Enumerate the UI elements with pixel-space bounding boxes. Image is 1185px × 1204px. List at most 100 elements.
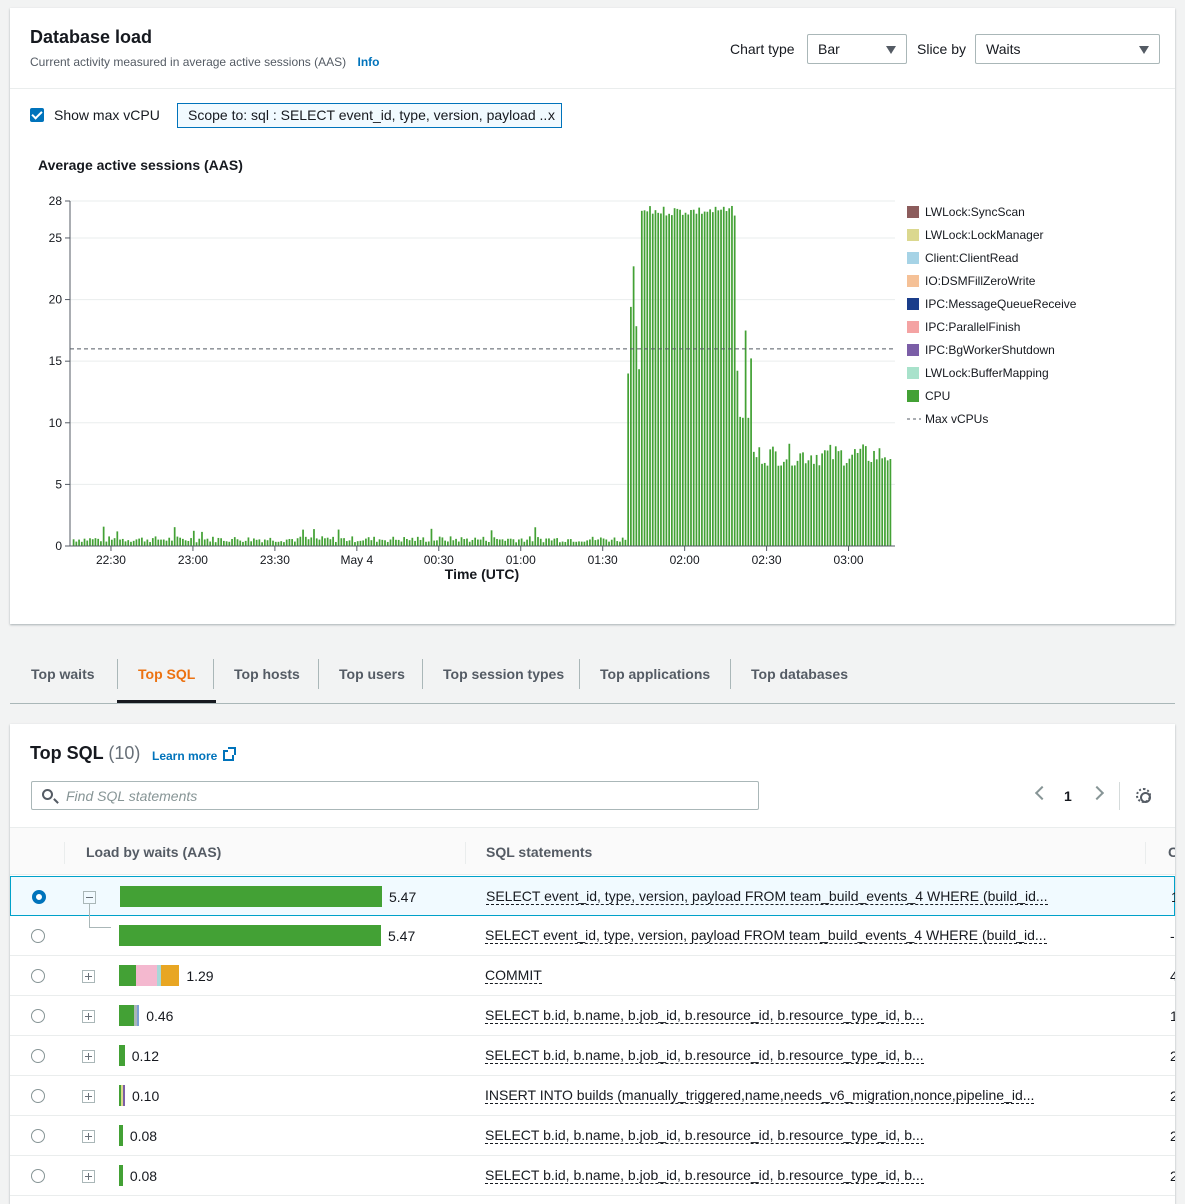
sql-statement-link[interactable]: SELECT b.id, b.name, b.job_id, b.resourc… bbox=[485, 1007, 924, 1024]
col-sql-header[interactable]: SQL statements bbox=[486, 844, 593, 860]
sql-statement-link[interactable]: SELECT b.id, b.name, b.job_id, b.resourc… bbox=[485, 1167, 924, 1184]
show-max-vcpu-checkbox[interactable] bbox=[30, 108, 44, 122]
sql-search-input[interactable] bbox=[64, 786, 744, 805]
cpu-bar bbox=[457, 541, 460, 546]
cpu-bar bbox=[392, 536, 395, 546]
tab-top-hosts[interactable]: Top hosts bbox=[234, 666, 300, 682]
sql-statement-link[interactable]: INSERT INTO builds (manually_triggered,n… bbox=[485, 1087, 1035, 1104]
table-header: Load by waits (AAS) SQL statements C bbox=[10, 827, 1175, 875]
sql-statement-link[interactable]: SELECT b.id, b.name, b.job_id, b.resourc… bbox=[485, 1127, 924, 1144]
collapse-icon[interactable] bbox=[83, 891, 96, 904]
row-radio[interactable] bbox=[31, 1169, 45, 1183]
cpu-bar bbox=[657, 212, 660, 546]
page-number[interactable]: 1 bbox=[1064, 788, 1072, 804]
info-link[interactable]: Info bbox=[357, 55, 380, 69]
expand-icon[interactable] bbox=[82, 1170, 95, 1183]
column-divider bbox=[465, 842, 466, 864]
legend-swatch bbox=[907, 367, 919, 379]
cpu-bar bbox=[599, 537, 602, 546]
subtitle-text: Current activity measured in average act… bbox=[30, 55, 347, 69]
cpu-bar bbox=[687, 214, 690, 547]
cpu-bar bbox=[143, 541, 146, 546]
expand-icon[interactable] bbox=[82, 1050, 95, 1063]
cpu-bar bbox=[100, 541, 102, 546]
tab-top-waits[interactable]: Top waits bbox=[31, 666, 95, 682]
cpu-bar bbox=[83, 538, 86, 546]
row-radio[interactable] bbox=[31, 929, 45, 943]
tab-top-sql[interactable]: Top SQL bbox=[117, 652, 217, 703]
chevron-right-icon[interactable] bbox=[1089, 785, 1105, 801]
expand-icon[interactable] bbox=[82, 1130, 95, 1143]
cpu-bar bbox=[848, 458, 851, 546]
row-radio[interactable] bbox=[31, 1089, 45, 1103]
load-bar-segment bbox=[119, 965, 137, 986]
x-tick-label: 00:30 bbox=[424, 553, 454, 567]
row-radio[interactable] bbox=[31, 1009, 45, 1023]
sql-statement-link[interactable]: SELECT event_id, type, version, payload … bbox=[486, 888, 1048, 905]
tab-top-users[interactable]: Top users bbox=[339, 666, 405, 682]
cpu-bar bbox=[258, 539, 261, 546]
expand-icon[interactable] bbox=[82, 1010, 95, 1023]
chart-type-value: Bar bbox=[818, 41, 840, 57]
table-row[interactable]: 1.29 COMMIT 4 bbox=[10, 956, 1175, 996]
cpu-bar bbox=[340, 538, 343, 546]
cpu-bar bbox=[528, 536, 531, 546]
scope-close-icon[interactable]: x bbox=[548, 107, 555, 123]
cpu-bar bbox=[324, 538, 326, 546]
table-row[interactable]: 0.08 SELECT b.id, b.name, b.job_id, b.res… bbox=[10, 1116, 1175, 1156]
table-row[interactable]: 0.10 INSERT INTO builds (manually_trigger… bbox=[10, 1076, 1175, 1116]
row-radio[interactable] bbox=[31, 1129, 45, 1143]
learn-more-link[interactable]: Learn more bbox=[152, 747, 237, 763]
row-radio[interactable] bbox=[31, 1049, 45, 1063]
cpu-bar bbox=[856, 452, 859, 546]
tab-top-applications[interactable]: Top applications bbox=[600, 666, 711, 682]
chevron-left-icon[interactable] bbox=[1034, 785, 1050, 801]
slice-by-select[interactable]: Waits bbox=[975, 34, 1160, 64]
cpu-bar bbox=[867, 460, 870, 546]
panel-subtitle: Current activity measured in average act… bbox=[30, 55, 379, 69]
cpu-bar bbox=[72, 539, 75, 546]
row-radio[interactable] bbox=[32, 890, 46, 904]
table-row[interactable]: 0.12 SELECT b.id, b.name, b.job_id, b.res… bbox=[10, 1036, 1175, 1076]
cpu-bar bbox=[624, 539, 627, 546]
cpu-bar bbox=[91, 539, 94, 546]
calls-value: 2 bbox=[1170, 1128, 1175, 1144]
show-max-vcpu-label: Show max vCPU bbox=[54, 107, 160, 123]
cpu-bar bbox=[777, 465, 780, 546]
cpu-bar bbox=[438, 536, 441, 546]
table-row[interactable]: 0.46 SELECT b.id, b.name, b.job_id, b.res… bbox=[10, 996, 1175, 1036]
row-radio[interactable] bbox=[31, 969, 45, 983]
col-load-header[interactable]: Load by waits (AAS) bbox=[86, 844, 222, 860]
tab-divider bbox=[579, 659, 580, 689]
cpu-bar bbox=[534, 527, 537, 546]
expand-icon[interactable] bbox=[82, 1090, 95, 1103]
y-tick-label: 10 bbox=[49, 416, 63, 430]
sql-statement-link[interactable]: COMMIT bbox=[485, 967, 542, 984]
cpu-bar bbox=[247, 537, 250, 546]
cpu-bar bbox=[698, 207, 701, 546]
sql-statement-link[interactable]: SELECT b.id, b.name, b.job_id, b.resourc… bbox=[485, 1047, 924, 1064]
tab-top-databases[interactable]: Top databases bbox=[751, 666, 848, 682]
cpu-bar bbox=[739, 416, 742, 546]
cpu-bar bbox=[774, 451, 777, 546]
tab-top-session-types[interactable]: Top session types bbox=[443, 666, 565, 682]
table-row[interactable]: 5.47 SELECT event_id, type, version, payl… bbox=[10, 904, 1175, 956]
cpu-bar bbox=[110, 539, 113, 546]
cpu-bar bbox=[580, 541, 583, 546]
cpu-bar bbox=[220, 538, 222, 546]
sql-statement-link[interactable]: SELECT event_id, type, version, payload … bbox=[485, 927, 1047, 944]
tab-divider bbox=[730, 659, 731, 689]
legend-label: LWLock:BufferMapping bbox=[925, 366, 1049, 380]
x-tick-label: 01:30 bbox=[588, 553, 618, 567]
cpu-bar bbox=[788, 443, 791, 546]
cpu-bar bbox=[660, 213, 662, 546]
scope-filter-token[interactable]: Scope to: sql : SELECT event_id, type, v… bbox=[177, 103, 562, 128]
expand-icon[interactable] bbox=[82, 970, 95, 983]
cpu-bar bbox=[758, 447, 761, 546]
chart-type-select[interactable]: Bar bbox=[807, 34, 907, 64]
col-calls-header[interactable]: C bbox=[1168, 844, 1175, 860]
gear-icon[interactable] bbox=[1136, 788, 1151, 803]
table-row[interactable]: 5.47 SELECT event_id, type, version, payl… bbox=[10, 876, 1175, 916]
table-row[interactable]: 0.08 SELECT b.id, b.name, b.job_id, b.res… bbox=[10, 1156, 1175, 1196]
load-bar bbox=[119, 1125, 123, 1146]
